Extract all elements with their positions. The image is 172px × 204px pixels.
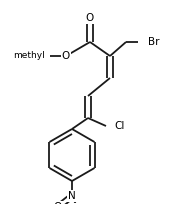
Text: O: O [54,202,62,204]
Text: O: O [86,13,94,23]
Text: N: N [68,191,76,201]
Text: methyl: methyl [13,51,45,61]
Text: O: O [62,51,70,61]
Text: Cl: Cl [114,121,124,131]
Text: Br: Br [148,37,159,47]
